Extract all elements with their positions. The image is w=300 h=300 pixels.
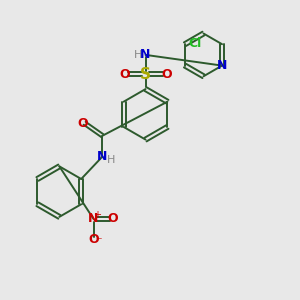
Text: N: N <box>88 212 99 226</box>
Text: O: O <box>161 68 172 81</box>
Text: O: O <box>78 117 88 130</box>
Text: +: + <box>93 210 101 220</box>
Text: O: O <box>107 212 118 226</box>
Text: O: O <box>88 233 99 246</box>
Text: ⁻: ⁻ <box>96 235 102 248</box>
Text: H: H <box>134 50 142 60</box>
Text: H: H <box>107 154 116 164</box>
Text: N: N <box>217 59 227 72</box>
Text: S: S <box>140 67 151 82</box>
Text: N: N <box>140 48 151 62</box>
Text: Cl: Cl <box>188 37 202 50</box>
Text: N: N <box>97 150 108 163</box>
Text: O: O <box>119 68 130 81</box>
